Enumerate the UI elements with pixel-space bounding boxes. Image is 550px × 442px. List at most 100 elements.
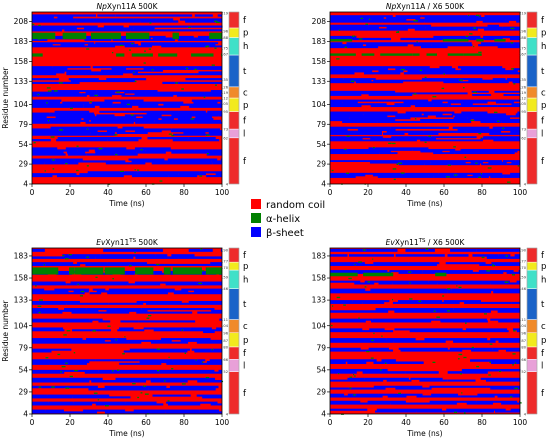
sheet-segment: [84, 27, 134, 30]
sheet-segment: [216, 327, 222, 330]
sheet-segment: [66, 71, 86, 74]
sheet-segment: [86, 308, 142, 311]
helix-speck: [510, 42, 514, 44]
helix-speck: [497, 120, 500, 122]
region-segment-c: [526, 319, 538, 334]
sheet-segment: [62, 254, 101, 257]
sheet-segment: [330, 368, 388, 372]
sheet-segment: [461, 368, 520, 372]
sheet-segment: [128, 341, 142, 344]
sheet-segment: [131, 174, 169, 178]
helix-speck: [392, 142, 396, 145]
sheet-segment: [454, 115, 514, 118]
helix-speck: [408, 271, 412, 273]
sheet-segment: [73, 45, 116, 48]
sheet-segment: [32, 130, 98, 133]
sheet-segment: [516, 132, 520, 135]
sheet-segment: [422, 270, 473, 273]
sheet-segment: [392, 282, 438, 285]
sheet-segment: [342, 101, 358, 104]
helix-speck: [66, 330, 71, 332]
helix-speck: [122, 353, 125, 355]
helix-speck: [43, 264, 45, 266]
sheet-segment: [516, 330, 520, 333]
sheet-segment: [403, 101, 443, 104]
sheet-segment: [389, 137, 436, 140]
sheet-segment: [177, 39, 222, 41]
helix-speck: [52, 168, 55, 170]
sheet-segment: [330, 288, 366, 292]
sheet-segment: [493, 139, 520, 142]
sheet-segment: [330, 115, 388, 118]
sheet-segment: [490, 176, 504, 178]
sheet-segment: [481, 163, 520, 166]
sheet-segment: [357, 128, 396, 131]
y-tick-label: 4: [321, 410, 326, 419]
sheet-segment: [378, 393, 423, 396]
boundary-tick-label: 87: [521, 339, 526, 343]
sheet-segment: [382, 160, 446, 163]
helix-speck: [134, 80, 137, 83]
sheet-segment: [497, 45, 520, 49]
sheet-segment: [378, 70, 404, 73]
sheet-segment: [188, 248, 213, 252]
sheet-segment: [112, 39, 175, 41]
helix-speck: [38, 24, 41, 27]
helix-speck: [505, 255, 508, 257]
sheet-segment: [212, 162, 222, 165]
sheet-segment: [169, 385, 219, 389]
sheet-segment: [355, 81, 368, 84]
helix-speck: [214, 20, 218, 22]
helix-speck: [336, 296, 341, 299]
boundary-tick-label: 177: [221, 260, 228, 264]
sheet-segment: [509, 256, 520, 259]
sheet-segment: [206, 153, 222, 156]
helix-speck: [509, 396, 513, 398]
helix-speck: [112, 278, 115, 280]
x-tick-label: 80: [477, 188, 487, 197]
sheet-segment: [95, 256, 134, 259]
helix-speck: [104, 405, 109, 407]
sheet-segment: [106, 78, 147, 81]
sheet-segment: [503, 160, 516, 163]
helix-speck: [59, 129, 63, 131]
region-segment-f: [228, 371, 240, 415]
sheet-segment: [349, 254, 394, 257]
helix-speck: [205, 376, 210, 379]
region-segment-t: [228, 54, 240, 88]
sheet-segment: [197, 380, 222, 383]
sheet-segment: [32, 147, 58, 150]
sheet-segment: [466, 72, 520, 75]
sheet-segment: [32, 292, 85, 295]
helix-speck: [519, 402, 522, 404]
sheet-segment: [373, 262, 409, 265]
y-tick-label: 133: [312, 77, 327, 86]
boundary-tick-label: 66: [223, 358, 228, 362]
region-label: l: [243, 361, 245, 371]
sheet-segment: [32, 409, 46, 412]
sheet-segment: [402, 42, 458, 45]
region-bar-frame: [526, 11, 538, 185]
sheet-segment: [108, 288, 175, 291]
sheet-segment: [460, 103, 473, 106]
region-bar: flfpcthpf1901771701591461111049687806652…: [519, 247, 546, 417]
boundary-tick-label: 146: [519, 287, 527, 291]
sheet-segment: [438, 172, 503, 175]
sheet-segment: [480, 120, 502, 123]
sheet-segment: [209, 359, 222, 362]
boundary-tick-label: 159: [519, 276, 527, 280]
helix-segment: [32, 53, 43, 57]
boundary-tick-label: 112: [519, 97, 526, 101]
sheet-segment: [131, 160, 173, 163]
region-segment-t: [526, 54, 538, 88]
sheet-segment: [84, 371, 108, 374]
sheet-segment: [60, 128, 108, 131]
helix-speck: [504, 281, 509, 283]
region-segment-p: [526, 97, 538, 112]
sheet-segment: [142, 116, 192, 119]
sheet-segment: [138, 105, 181, 108]
sheet-segment: [186, 43, 216, 46]
sheet-segment: [32, 288, 45, 291]
